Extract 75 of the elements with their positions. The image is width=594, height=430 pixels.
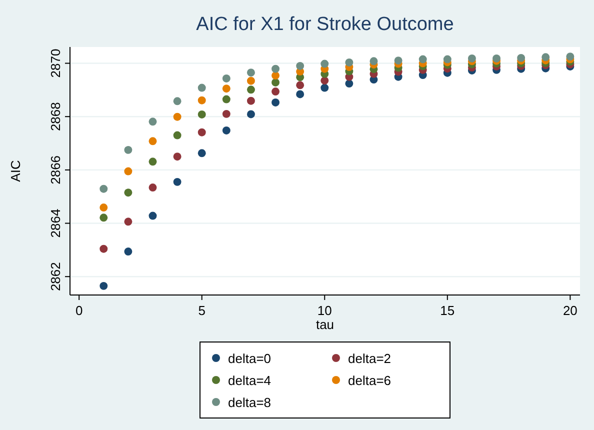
point bbox=[124, 218, 132, 226]
point bbox=[272, 98, 280, 106]
point bbox=[148, 212, 157, 220]
point bbox=[222, 74, 230, 82]
point bbox=[320, 84, 329, 92]
point bbox=[246, 86, 255, 94]
point bbox=[222, 95, 230, 104]
y-tick-label: 2864 bbox=[48, 208, 63, 238]
point bbox=[272, 64, 280, 73]
point bbox=[296, 62, 304, 70]
y-axis-title: AIC bbox=[8, 160, 23, 182]
point bbox=[124, 248, 132, 256]
point bbox=[246, 110, 255, 118]
point bbox=[517, 54, 526, 62]
point bbox=[468, 54, 476, 62]
point bbox=[173, 97, 182, 106]
point bbox=[173, 178, 182, 186]
y-tick-label: 2868 bbox=[48, 102, 63, 132]
point bbox=[100, 204, 108, 212]
point bbox=[148, 118, 157, 126]
point bbox=[492, 54, 501, 62]
point bbox=[173, 131, 182, 140]
point bbox=[124, 167, 132, 176]
point bbox=[198, 128, 206, 136]
y-tick-label: 2862 bbox=[48, 262, 63, 292]
point bbox=[296, 90, 304, 98]
point bbox=[246, 76, 255, 85]
y-tick-label: 2866 bbox=[48, 155, 63, 184]
point bbox=[320, 60, 329, 68]
point bbox=[198, 84, 206, 92]
point bbox=[100, 184, 108, 193]
point bbox=[394, 56, 402, 65]
point bbox=[345, 80, 354, 88]
legend-label: delta=8 bbox=[228, 395, 272, 410]
chart-title: AIC for X1 for Stroke Outcome bbox=[196, 14, 454, 35]
point bbox=[272, 88, 280, 96]
x-tick-label: 20 bbox=[562, 303, 578, 318]
point bbox=[198, 96, 206, 104]
legend-label: delta=2 bbox=[348, 351, 392, 366]
point bbox=[246, 96, 255, 105]
point bbox=[148, 137, 157, 146]
point bbox=[272, 72, 280, 80]
x-axis-title: tau bbox=[316, 317, 334, 332]
point bbox=[100, 214, 108, 222]
legend-label: delta=0 bbox=[228, 351, 272, 366]
point bbox=[100, 282, 108, 290]
point bbox=[124, 188, 132, 197]
point bbox=[345, 58, 354, 66]
point bbox=[124, 146, 132, 154]
x-tick-label: 10 bbox=[317, 303, 332, 318]
point bbox=[222, 84, 230, 93]
point bbox=[370, 57, 378, 66]
x-tick-label: 0 bbox=[75, 303, 83, 318]
point bbox=[198, 149, 206, 158]
point bbox=[222, 126, 230, 134]
point bbox=[246, 68, 255, 77]
point bbox=[542, 53, 550, 62]
point bbox=[296, 81, 304, 90]
point bbox=[148, 158, 157, 166]
x-tick-label: 15 bbox=[440, 303, 455, 318]
point bbox=[566, 52, 574, 61]
x-tick-label: 5 bbox=[198, 303, 206, 318]
legend-label: delta=4 bbox=[228, 373, 272, 388]
point bbox=[173, 112, 182, 121]
point bbox=[148, 184, 157, 192]
point bbox=[320, 76, 329, 85]
point bbox=[443, 55, 452, 64]
point bbox=[198, 110, 206, 118]
point bbox=[173, 152, 182, 161]
y-tick-label: 2870 bbox=[48, 48, 63, 78]
point bbox=[222, 110, 230, 118]
legend-label: delta=6 bbox=[348, 373, 392, 388]
point bbox=[100, 244, 108, 253]
point bbox=[272, 78, 280, 86]
point bbox=[418, 55, 427, 64]
